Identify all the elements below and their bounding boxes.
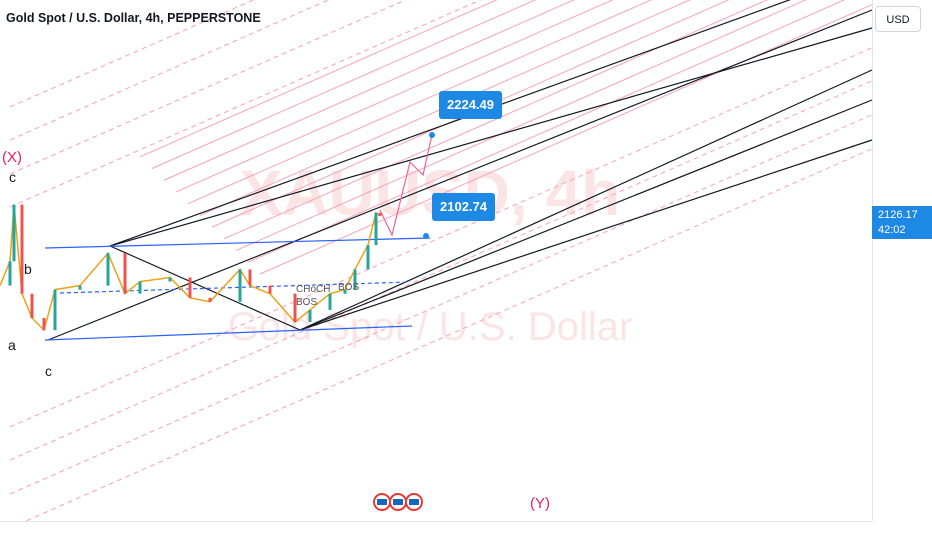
pink-channel-line <box>151 0 537 169</box>
candle <box>8 261 12 286</box>
target-callout-upper[interactable]: 2224.49 <box>439 91 502 119</box>
structure-label-bos: BOS <box>338 282 359 293</box>
bar-countdown: 42:02 <box>878 224 906 236</box>
us-flag-icon <box>377 499 387 505</box>
candle <box>378 212 382 216</box>
wave-label-y: (Y) <box>530 495 550 512</box>
pink-channel-line <box>211 0 730 228</box>
symbol-title[interactable]: Gold Spot / U.S. Dollar, 4h, PEPPERSTONE <box>6 11 261 25</box>
candle <box>168 277 172 282</box>
pink-channel-line <box>139 0 498 158</box>
candle <box>188 277 192 298</box>
pink-channel-line <box>259 4 873 275</box>
structure-label-choch: CHoCH <box>296 284 330 295</box>
last-price-value: 2126.17 <box>878 209 918 221</box>
target-point-upper <box>429 132 435 138</box>
pink-dashed-line <box>9 114 873 495</box>
blue-trendline <box>44 325 413 341</box>
channel-line <box>109 245 301 331</box>
candle <box>12 204 16 262</box>
wave-label-a: a <box>8 337 16 353</box>
candle <box>248 269 252 286</box>
wave-label-b: b <box>24 261 32 277</box>
us-flag-icon <box>409 499 419 505</box>
candle <box>20 204 24 294</box>
blue-dashed-line <box>59 281 411 294</box>
candle <box>208 297 212 302</box>
channel-line <box>47 9 873 341</box>
candle <box>328 293 332 310</box>
candle <box>238 269 242 302</box>
candle <box>308 309 312 323</box>
candle <box>353 269 357 290</box>
pink-dashed-line <box>9 148 873 529</box>
target-point-lower <box>423 233 429 239</box>
blue-trendline <box>44 237 431 249</box>
wave-label-x: (X) <box>2 149 22 166</box>
candle <box>366 245 370 270</box>
structure-label-bos: BOS <box>296 297 317 308</box>
pink-dashed-line <box>9 0 482 208</box>
watermark-symbol: XAUUSD, 4h <box>240 157 621 229</box>
channel-line <box>299 69 873 331</box>
candle <box>106 253 110 286</box>
projection-path <box>379 134 433 237</box>
candle <box>138 281 142 294</box>
pink-channel-line <box>163 0 575 181</box>
pink-channel-line <box>247 0 846 263</box>
channel-line <box>109 27 873 247</box>
channel-line <box>299 99 873 331</box>
candle <box>268 285 272 294</box>
candle <box>343 289 347 294</box>
pink-channel-line <box>199 0 691 216</box>
pink-channel-line <box>187 0 653 205</box>
candle <box>293 293 297 323</box>
candle <box>123 253 127 294</box>
channel-line <box>299 139 873 331</box>
us-flag-icon <box>393 499 403 505</box>
time-axis[interactable] <box>0 521 872 551</box>
pink-channel-line <box>223 0 769 240</box>
pink-channel-line <box>235 0 807 252</box>
pink-dashed-line <box>9 80 873 461</box>
target-callout-lower[interactable]: 2102.74 <box>432 193 495 221</box>
price-axis[interactable] <box>872 0 932 521</box>
candle <box>374 212 378 246</box>
currency-button[interactable]: USD <box>875 6 921 32</box>
pink-channel-line <box>175 0 614 193</box>
wave-label-c: c <box>9 169 16 185</box>
wave-label-c: c <box>45 363 52 379</box>
watermark-name: Gold Spot / U.S. Dollar <box>228 305 633 349</box>
candle <box>53 289 57 331</box>
pink-dashed-line <box>9 0 255 108</box>
pink-dashed-line <box>9 0 407 175</box>
pink-dashed-line <box>9 0 330 141</box>
last-price-tag: 2126.17 42:02 <box>872 206 932 239</box>
candle <box>78 285 82 290</box>
pink-dashed-line <box>9 47 873 428</box>
candle <box>42 318 46 331</box>
candle <box>30 293 34 318</box>
